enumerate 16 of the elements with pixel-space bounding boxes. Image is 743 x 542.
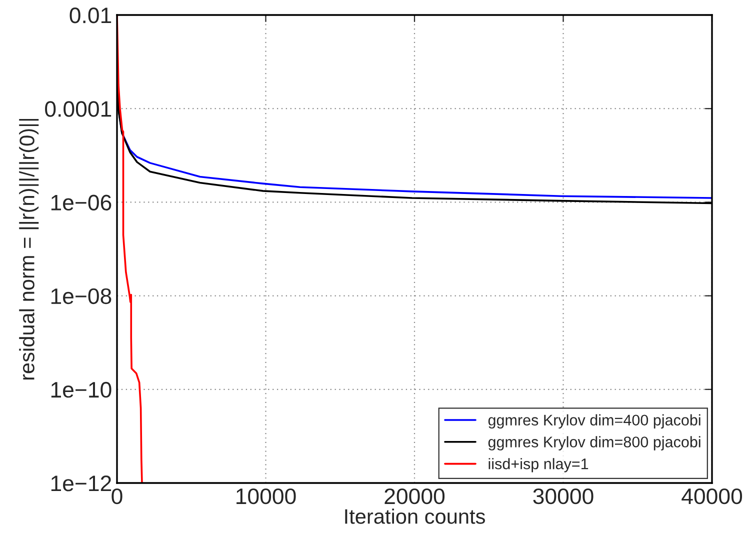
y-tick-label: 1e−06 (51, 194, 112, 210)
x-tick-label: 30000 (533, 488, 594, 504)
legend-label: ggmres Krylov dim=800 pjacobi (488, 436, 700, 450)
y-tick-label: 0.01 (70, 8, 112, 24)
y-axis-title: residual norm = ||r(n)||/||r(0)|| (19, 118, 39, 380)
x-tick-label: 0 (112, 488, 122, 504)
legend-label: ggmres Krylov dim=400 pjacobi (488, 414, 700, 429)
x-tick-label: 40000 (682, 488, 742, 504)
legend-label: iisd+isp nlay=1 (488, 458, 588, 472)
x-tick-label: 10000 (236, 488, 296, 504)
x-axis-title: Iteration counts (345, 508, 485, 524)
y-tick-label: 1e−08 (51, 288, 112, 304)
x-tick-label: 20000 (384, 488, 445, 504)
y-tick-label: 1e−12 (51, 476, 112, 492)
y-tick-label: 0.0001 (45, 101, 112, 117)
y-tick-label: 1e−10 (51, 382, 112, 398)
